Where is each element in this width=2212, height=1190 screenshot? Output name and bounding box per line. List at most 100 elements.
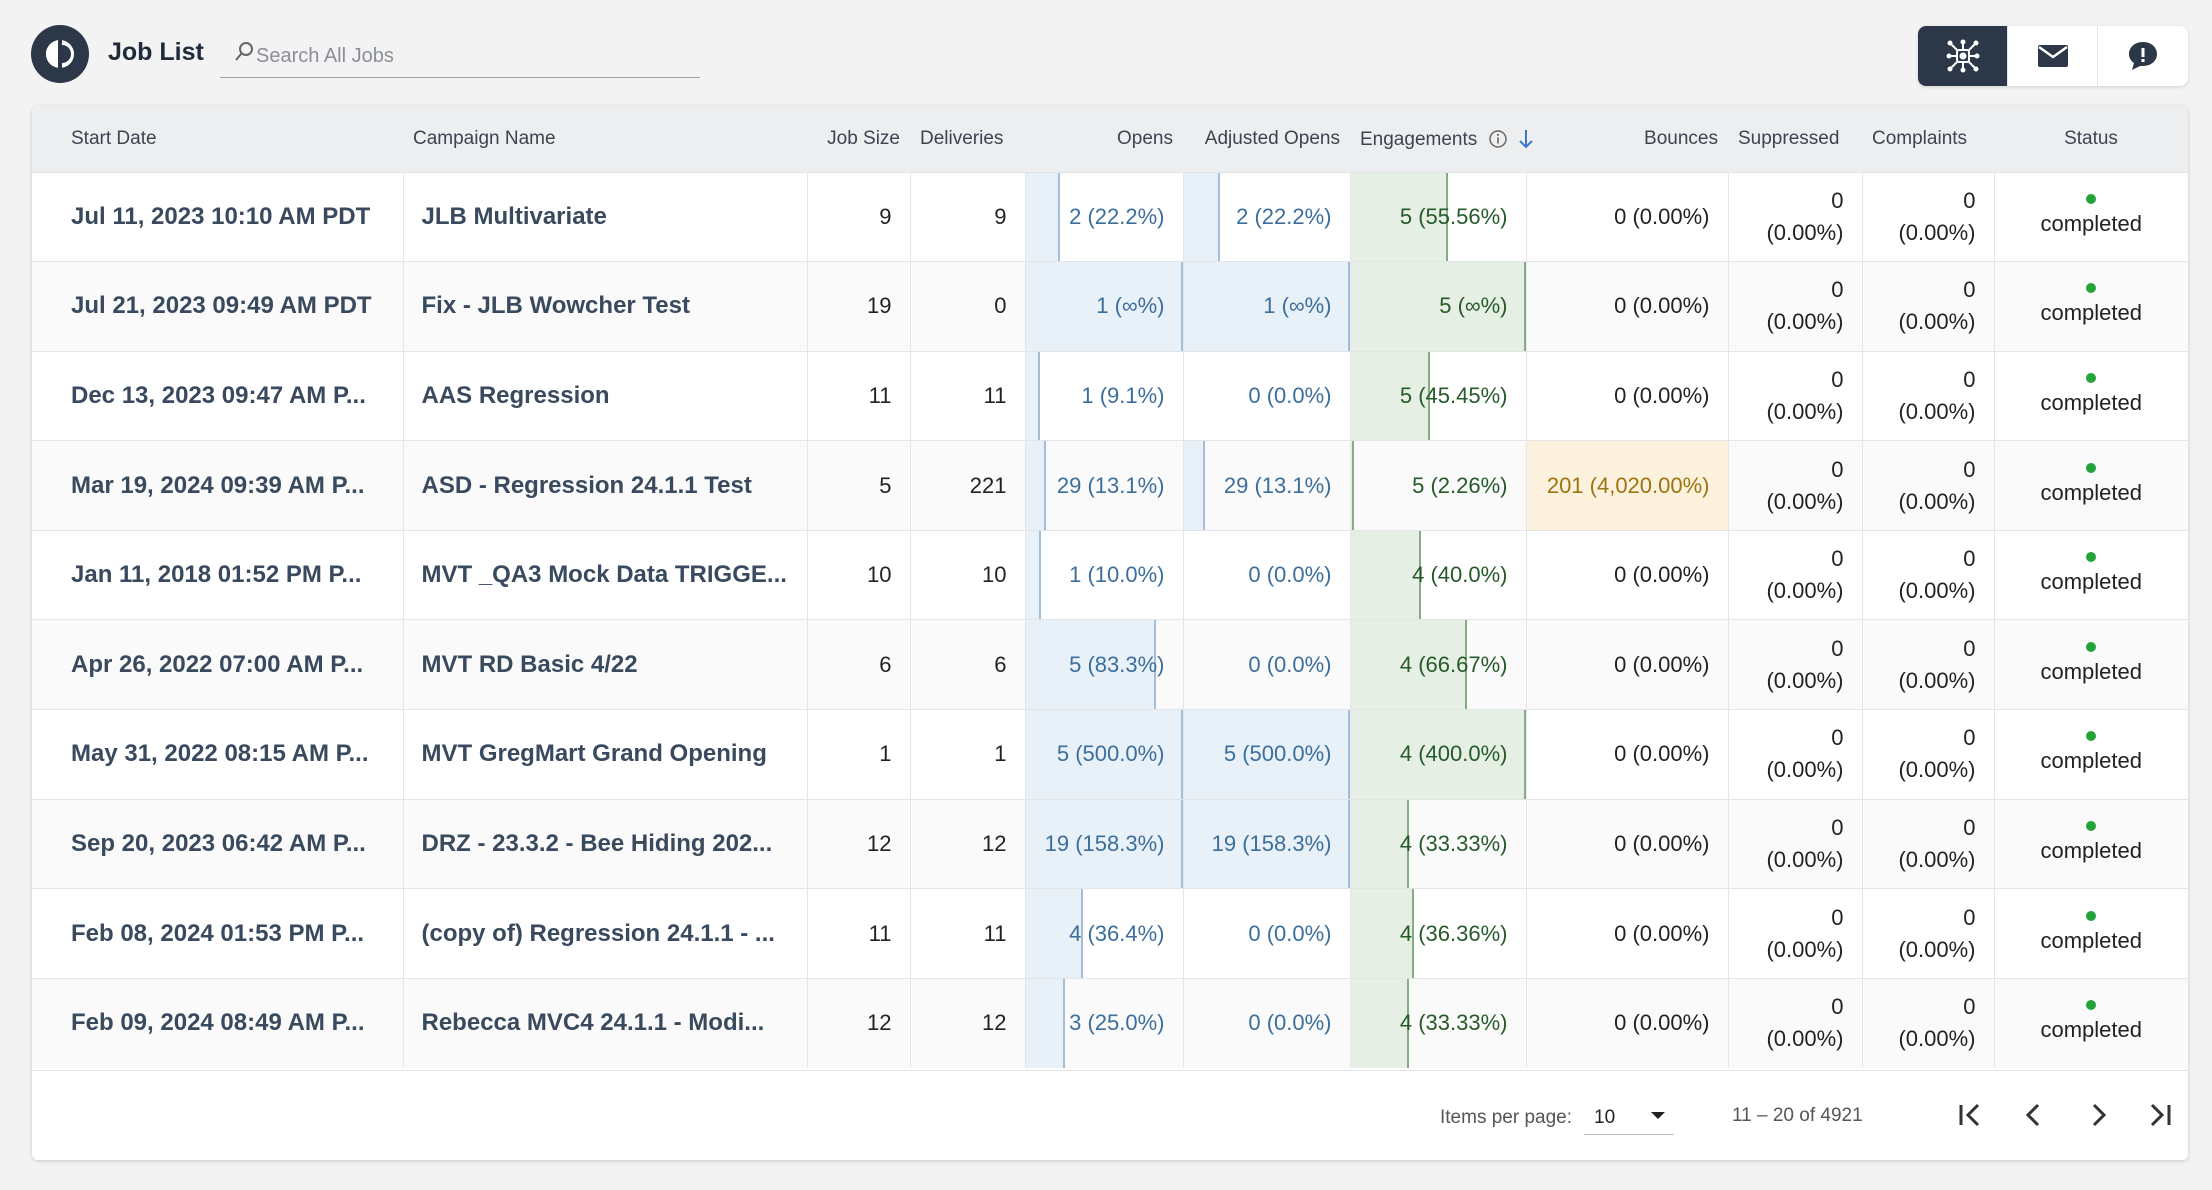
suppressed-percent: (0.00%) xyxy=(1766,488,1844,514)
campaign-name-link[interactable]: MVT RD Basic 4/22 xyxy=(402,619,807,710)
engagements-cell: 5 (55.56%) xyxy=(1349,172,1526,262)
opens-bar xyxy=(1026,710,1183,799)
header-complaints[interactable]: Complaints xyxy=(1872,127,1968,149)
complaints-percent: (0.00%) xyxy=(1898,846,1976,872)
opens-bar xyxy=(1026,172,1061,262)
suppressed-percent: (0.00%) xyxy=(1766,846,1844,872)
bounces-cell: 0 (0.00%) xyxy=(1525,351,1728,441)
header-status[interactable]: Status xyxy=(2064,127,2118,149)
table-row[interactable]: Sep 20, 2023 06:42 AM P... DRZ - 23.3.2 -… xyxy=(32,799,2188,889)
search-box[interactable] xyxy=(220,30,700,78)
items-per-page-label: Items per page: xyxy=(1440,1107,1573,1128)
campaign-name-link[interactable]: JLB Multivariate xyxy=(402,172,807,262)
header-engagements[interactable]: Engagements xyxy=(1350,106,1533,172)
campaign-name-link[interactable]: ASD - Regression 24.1.1 Test xyxy=(402,440,807,531)
bounces-cell: 0 (0.00%) xyxy=(1525,530,1728,620)
engagements-bar xyxy=(1351,710,1526,799)
campaign-name-link[interactable]: MVT _QA3 Mock Data TRIGGE... xyxy=(402,530,807,620)
engagements-value: 4 (33.33%) xyxy=(1399,830,1508,856)
complaints-cell: 0 (0.00%) xyxy=(1861,351,1994,441)
app-logo[interactable] xyxy=(31,25,89,83)
campaign-view-button[interactable] xyxy=(1918,26,2008,86)
campaign-name-link[interactable]: Rebecca MVC4 24.1.1 - Modi... xyxy=(402,978,807,1068)
complaints-count: 0 xyxy=(1963,814,1976,840)
campaign-name-link[interactable]: DRZ - 23.3.2 - Bee Hiding 202... xyxy=(402,799,807,889)
table-row[interactable]: Feb 09, 2024 08:49 AM P... Rebecca MVC4 2… xyxy=(32,978,2188,1068)
campaign-name-link[interactable]: MVT GregMart Grand Opening xyxy=(402,709,807,800)
status-dot-icon xyxy=(2086,462,2097,473)
campaign-name-link[interactable]: (copy of) Regression 24.1.1 - ... xyxy=(402,888,807,979)
engagements-cell: 4 (66.67%) xyxy=(1349,619,1526,710)
campaign-name-link[interactable]: Fix - JLB Wowcher Test xyxy=(402,261,807,352)
deliveries-cell: 1 xyxy=(909,709,1025,800)
previous-page-button[interactable] xyxy=(2012,1093,2056,1137)
header-job-size[interactable]: Job Size xyxy=(827,127,900,149)
suppressed-count: 0 xyxy=(1831,277,1844,303)
deliveries-cell: 12 xyxy=(909,799,1025,889)
info-icon[interactable] xyxy=(1487,128,1509,150)
complaints-percent: (0.00%) xyxy=(1898,398,1976,424)
engagements-value: 5 (2.26%) xyxy=(1412,472,1508,498)
suppressed-count: 0 xyxy=(1831,814,1844,840)
bounces-cell: 0 (0.00%) xyxy=(1525,619,1728,710)
campaign-name-link[interactable]: AAS Regression xyxy=(402,351,807,441)
opens-bar xyxy=(1026,530,1042,620)
complaints-count: 0 xyxy=(1963,456,1976,482)
complaints-percent: (0.00%) xyxy=(1898,578,1976,604)
first-page-button[interactable] xyxy=(1948,1093,1992,1137)
header-bounces[interactable]: Bounces xyxy=(1644,127,1718,149)
opens-value: 5 (500.0%) xyxy=(1056,741,1165,767)
suppressed-percent: (0.00%) xyxy=(1766,936,1844,962)
sort-descending-icon[interactable] xyxy=(1516,127,1536,151)
job-size-cell: 5 xyxy=(806,440,910,531)
search-input[interactable] xyxy=(256,42,686,70)
suppressed-cell: 0 (0.00%) xyxy=(1727,978,1862,1068)
opens-value: 5 (83.3%) xyxy=(1069,651,1165,677)
items-per-page-value: 10 xyxy=(1594,1107,1616,1128)
last-page-button[interactable] xyxy=(2138,1093,2182,1137)
engagements-value: 5 (55.56%) xyxy=(1399,203,1508,229)
header-adjusted-opens[interactable]: Adjusted Opens xyxy=(1204,127,1340,149)
email-view-button[interactable] xyxy=(2008,26,2098,86)
complaints-cell: 0 (0.00%) xyxy=(1861,440,1994,531)
complaints-cell: 0 (0.00%) xyxy=(1861,799,1994,889)
table-row[interactable]: Dec 13, 2023 09:47 AM P... AAS Regression… xyxy=(32,351,2188,441)
next-page-button[interactable] xyxy=(2076,1093,2120,1137)
start-date-cell: Mar 19, 2024 09:39 AM P... xyxy=(71,471,365,499)
adjusted-opens-cell: 5 (500.0%) xyxy=(1182,709,1350,800)
logo-icon xyxy=(46,40,74,68)
engagements-bar xyxy=(1351,351,1431,441)
status-dot-icon xyxy=(2086,283,2097,294)
table-row[interactable]: Mar 19, 2024 09:39 AM P... ASD - Regressi… xyxy=(32,440,2188,531)
adjusted-opens-value: 1 (∞%) xyxy=(1263,293,1332,319)
first-page-icon xyxy=(1959,1103,1980,1127)
table-row[interactable]: May 31, 2022 08:15 AM P... MVT GregMart G… xyxy=(32,709,2188,800)
table-row[interactable]: Apr 26, 2022 07:00 AM P... MVT RD Basic 4… xyxy=(32,619,2188,710)
header-start-date[interactable]: Start Date xyxy=(71,127,157,149)
adjusted-opens-bar xyxy=(1184,441,1206,530)
start-date-cell: Dec 13, 2023 09:47 AM P... xyxy=(71,381,366,409)
header-opens[interactable]: Opens xyxy=(1117,127,1173,149)
suppressed-count: 0 xyxy=(1831,994,1844,1020)
opens-cell: 5 (500.0%) xyxy=(1024,709,1183,800)
table-row[interactable]: Jan 11, 2018 01:52 PM P... MVT _QA3 Mock … xyxy=(32,530,2188,620)
header-deliveries[interactable]: Deliveries xyxy=(920,127,1004,149)
suppressed-count: 0 xyxy=(1831,635,1844,661)
status-cell: completed xyxy=(1993,440,2188,531)
complaints-count: 0 xyxy=(1963,187,1976,213)
items-per-page-select[interactable]: 10 xyxy=(1584,1093,1674,1135)
complaints-count: 0 xyxy=(1963,635,1976,661)
table-row[interactable]: Jul 21, 2023 09:49 AM PDT Fix - JLB Wowch… xyxy=(32,261,2188,352)
header-campaign-name[interactable]: Campaign Name xyxy=(413,127,556,149)
status-label: completed xyxy=(2040,1017,2142,1043)
table-row[interactable]: Jul 11, 2023 10:10 AM PDT JLB Multivariat… xyxy=(32,172,2188,262)
start-date-cell: May 31, 2022 08:15 AM P... xyxy=(71,740,369,768)
suppressed-count: 0 xyxy=(1831,366,1844,392)
chat-view-button[interactable] xyxy=(2098,26,2188,86)
opens-cell: 4 (36.4%) xyxy=(1024,888,1183,979)
header-suppressed[interactable]: Suppressed xyxy=(1738,127,1840,149)
engagements-value: 5 (45.45%) xyxy=(1399,382,1508,408)
start-date-cell: Jul 21, 2023 09:49 AM PDT xyxy=(71,292,372,320)
table-row[interactable]: Feb 08, 2024 01:53 PM P... (copy of) Regr… xyxy=(32,888,2188,979)
job-table-card: Start Date Campaign Name Job Size Delive… xyxy=(32,106,2188,1160)
